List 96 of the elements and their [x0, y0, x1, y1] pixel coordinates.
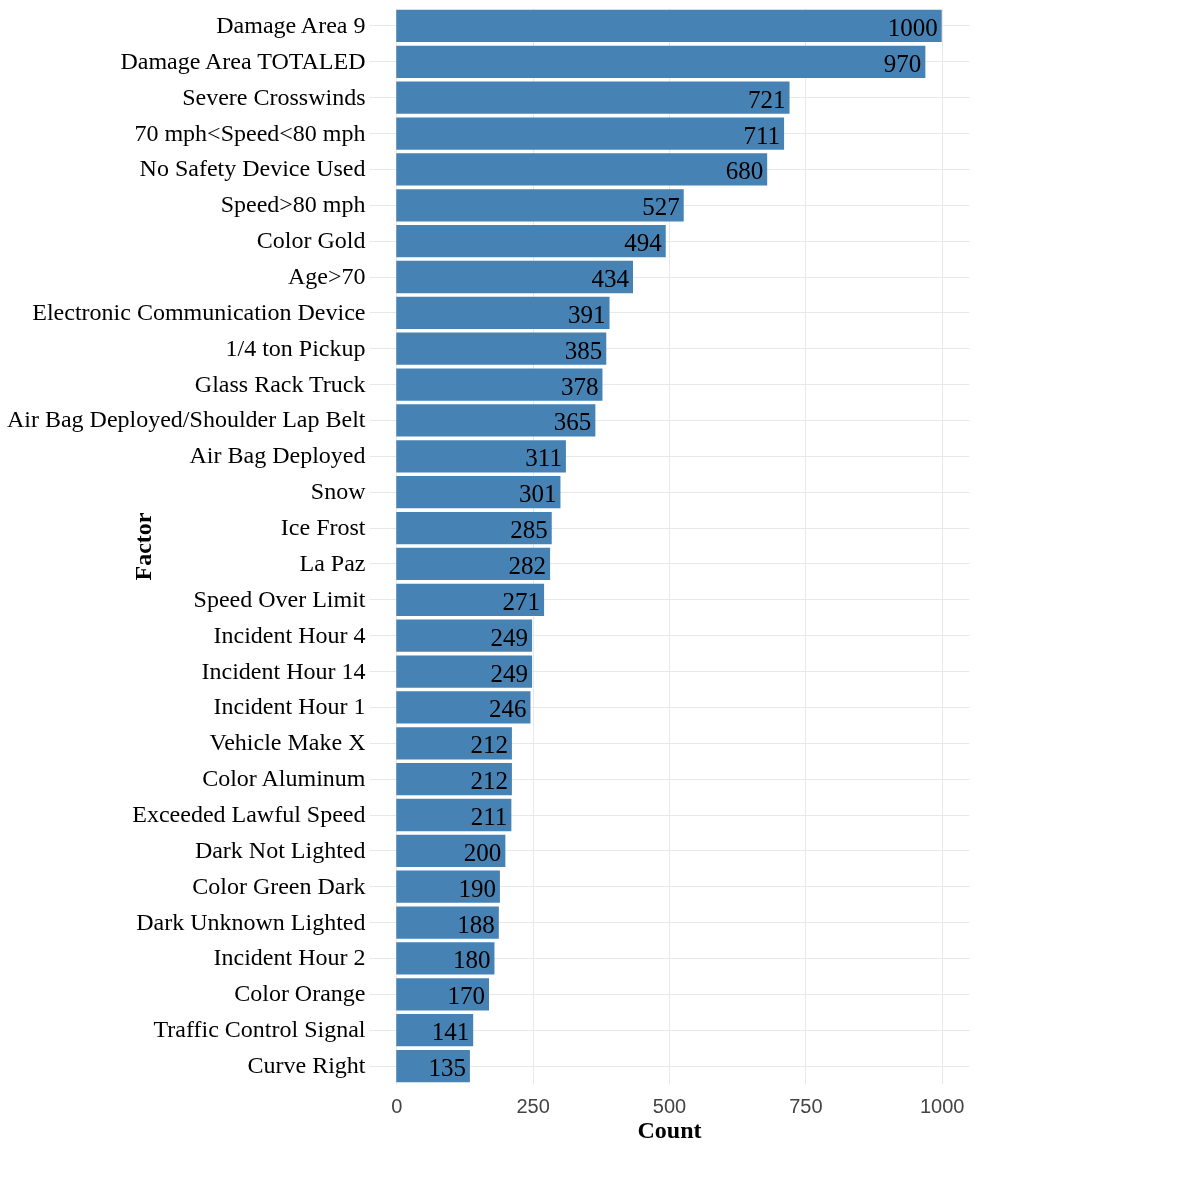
bar	[396, 691, 531, 724]
bar	[396, 655, 533, 688]
y-tick-label: Color Orange	[234, 980, 366, 1007]
data-label: 721	[748, 85, 786, 113]
data-label: 285	[510, 516, 548, 544]
data-label: 141	[431, 1018, 470, 1046]
data-label: 391	[568, 300, 606, 328]
y-tick-label: No Safety Device Used	[139, 155, 366, 182]
y-axis-title: Factor	[129, 512, 156, 581]
bar	[396, 189, 684, 222]
y-tick-label: 70 mph<Speed<80 mph	[134, 119, 366, 146]
data-label: 211	[470, 803, 508, 830]
bar	[396, 1014, 474, 1047]
data-label: 711	[743, 121, 781, 149]
bar	[396, 440, 566, 473]
y-tick-label: Incident Hour 1	[213, 693, 366, 720]
bar	[396, 547, 551, 581]
data-label: 494	[624, 229, 663, 257]
y-tick-label: Snow	[310, 478, 367, 505]
y-tick-label: Vehicle Make X	[209, 729, 366, 756]
data-label: 680	[725, 157, 764, 185]
data-label: 1000	[887, 13, 938, 41]
data-label: 378	[560, 372, 599, 400]
data-label: 970	[883, 49, 922, 77]
data-label: 170	[447, 982, 485, 1010]
y-tick-label: Curve Right	[247, 1052, 366, 1079]
x-axis-title: Count	[637, 1116, 702, 1143]
data-label: 301	[518, 480, 557, 508]
y-tick-label: Traffic Control Signal	[153, 1016, 366, 1043]
bar	[396, 332, 607, 365]
x-tick-label: 750	[789, 1094, 823, 1117]
y-tick-label: Severe Crosswinds	[182, 83, 366, 110]
data-label: 282	[508, 551, 547, 579]
data-label: 385	[564, 336, 603, 364]
y-tick-label: Color Aluminum	[202, 765, 366, 792]
bar	[396, 404, 596, 437]
bar	[396, 368, 603, 401]
y-tick-label: Speed Over Limit	[193, 585, 366, 612]
data-label: 311	[525, 444, 562, 472]
bar	[396, 511, 552, 545]
data-label: 180	[452, 946, 491, 974]
data-label: 188	[457, 910, 495, 938]
y-tick-label: Dark Unknown Lighted	[136, 908, 366, 935]
bar	[396, 260, 633, 294]
bar	[396, 583, 545, 616]
data-label: 135	[428, 1054, 466, 1082]
y-tick-label: Glass Rack Truck	[194, 370, 366, 397]
data-label: 365	[553, 408, 592, 436]
data-label: 212	[470, 767, 508, 795]
y-tick-label: Air Bag Deployed	[189, 442, 366, 469]
y-tick-label: Ice Frost	[280, 514, 366, 541]
y-tick-label: Incident Hour 4	[213, 621, 366, 648]
bar	[396, 834, 506, 868]
bar	[396, 81, 790, 114]
y-tick-label: Electronic Communication Device	[32, 298, 366, 325]
y-tick-label: La Paz	[299, 549, 366, 576]
y-tick-label: Color Green Dark	[192, 872, 366, 899]
y-tick-label: Damage Area 9	[216, 11, 366, 38]
bar	[396, 942, 495, 975]
data-label: 434	[591, 265, 630, 292]
y-tick-label: Age>70	[287, 263, 366, 289]
bar	[396, 870, 500, 903]
data-label: 246	[488, 695, 527, 723]
y-tick-label: Air Bag Deployed/Shoulder Lap Belt	[6, 406, 366, 433]
bar	[396, 224, 666, 258]
data-label: 190	[458, 874, 496, 902]
data-label: 271	[502, 587, 541, 615]
bar	[396, 978, 489, 1011]
data-label: 249	[490, 659, 529, 687]
bar	[396, 45, 926, 78]
bar	[396, 798, 512, 832]
bar	[396, 296, 610, 330]
bar	[396, 9, 942, 43]
bar	[396, 117, 785, 150]
y-tick-label: Incident Hour 2	[213, 944, 366, 971]
data-label: 249	[490, 623, 529, 651]
x-tick-label: 1000	[919, 1094, 965, 1117]
bar	[396, 153, 768, 186]
y-tick-label: Exceeded Lawful Speed	[132, 801, 366, 827]
data-label: 212	[470, 731, 508, 759]
data-label: 527	[642, 193, 680, 221]
data-label: 200	[463, 838, 502, 866]
y-tick-label: 1/4 ton Pickup	[225, 334, 366, 361]
bar	[396, 476, 561, 509]
y-tick-label: Damage Area TOTALED	[120, 47, 366, 74]
y-tick-label: Speed>80 mph	[220, 191, 366, 218]
y-tick-label: Incident Hour 14	[201, 657, 366, 684]
bar	[396, 762, 512, 796]
x-tick-label: 250	[516, 1094, 550, 1117]
bar	[396, 619, 533, 652]
x-tick-label: 0	[391, 1094, 403, 1117]
y-tick-label: Dark Not Lighted	[194, 836, 366, 863]
bar	[396, 906, 499, 939]
y-tick-label: Color Gold	[256, 227, 366, 254]
bar	[396, 727, 512, 760]
x-tick-label: 500	[652, 1094, 687, 1117]
